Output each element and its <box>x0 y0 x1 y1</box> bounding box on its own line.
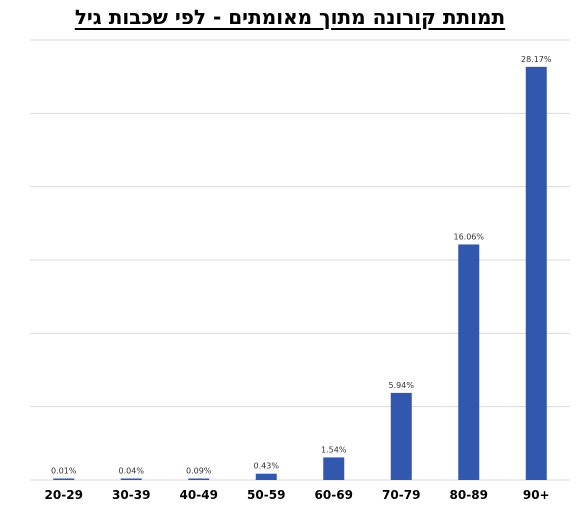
data-label-50-59: 0.43% <box>254 462 280 471</box>
x-tick-label-70-79: 70-79 <box>382 488 420 502</box>
x-tick-labels: 20-29 30-39 40-49 50-59 60-69 70-79 80-89 90+ <box>45 488 550 502</box>
bar-20-29 <box>53 478 75 480</box>
bar-60-69 <box>323 457 345 480</box>
data-label-70-79: 5.94% <box>389 381 415 390</box>
bar-80-89 <box>458 244 480 480</box>
data-label-80-89: 16.06% <box>453 232 484 241</box>
x-tick-label-50-59: 50-59 <box>247 488 285 502</box>
data-label-90+: 28.17% <box>521 55 552 64</box>
bar-50-59 <box>255 473 277 480</box>
x-tick-label-20-29: 20-29 <box>45 488 83 502</box>
x-tick-label-30-39: 30-39 <box>112 488 150 502</box>
data-labels: 0.01% 0.04% 0.09% 0.43% 1.54% 5.94% 16.06% 28.1… <box>51 55 552 476</box>
data-label-30-39: 0.04% <box>119 467 145 476</box>
bar-70-79 <box>390 392 412 480</box>
x-tick-label-90+: 90+ <box>523 488 550 502</box>
bar-30-39 <box>120 478 142 480</box>
bars <box>53 66 547 480</box>
bar-90+ <box>525 66 547 480</box>
chart-title: תמותת קורונה מתוך מאומתים - לפי שכבות גי… <box>74 5 506 29</box>
x-tick-label-80-89: 80-89 <box>450 488 488 502</box>
bar-40-49 <box>188 478 210 480</box>
data-label-60-69: 1.54% <box>321 445 347 454</box>
data-label-20-29: 0.01% <box>51 467 77 476</box>
x-tick-label-40-49: 40-49 <box>180 488 218 502</box>
gridlines <box>30 39 570 408</box>
data-label-40-49: 0.09% <box>186 467 212 476</box>
x-tick-label-60-69: 60-69 <box>315 488 353 502</box>
